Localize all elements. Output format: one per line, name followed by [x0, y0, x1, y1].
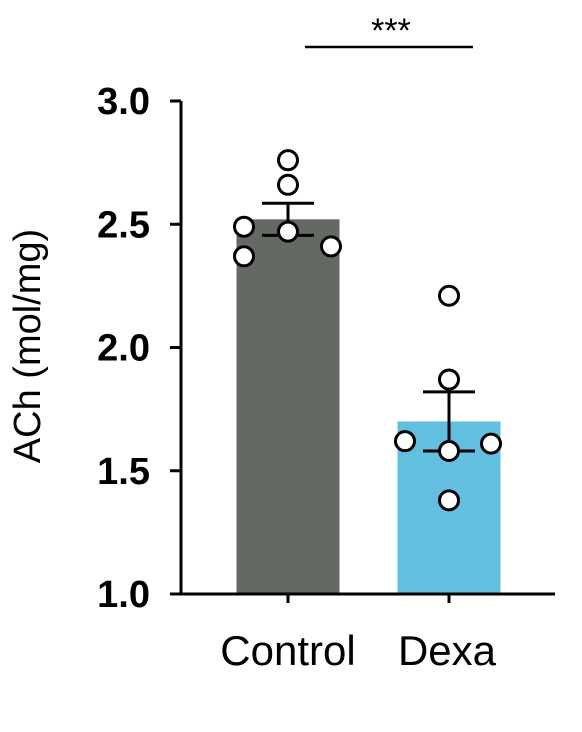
bar-control: [236, 219, 340, 594]
data-point-control: [277, 220, 299, 243]
y-tick-label: 2.5: [97, 204, 150, 246]
data-points-layer: [233, 149, 502, 512]
y-axis-label: ACh (mol/mg): [7, 229, 49, 463]
data-point-dexa: [438, 440, 460, 463]
significance-label: ***: [371, 12, 411, 50]
data-point-dexa: [438, 368, 460, 391]
data-point-dexa: [438, 489, 460, 512]
y-tick-label: 2.0: [97, 328, 150, 370]
y-tick-label: 1.0: [97, 574, 150, 616]
data-point-control: [277, 173, 299, 196]
data-point-dexa: [480, 432, 502, 455]
data-point-control: [320, 235, 342, 258]
data-point-control: [233, 215, 255, 238]
x-ticks-layer: Control Dexa: [220, 594, 497, 674]
data-point-control: [277, 149, 299, 172]
x-tick-label-dexa: Dexa: [398, 627, 497, 674]
data-point-control: [233, 245, 255, 268]
data-point-dexa: [394, 430, 416, 453]
y-tick-label: 3.0: [97, 81, 150, 123]
data-point-dexa: [438, 284, 460, 307]
bars-layer: [236, 219, 501, 594]
y-tick-label: 1.5: [97, 451, 150, 493]
x-tick-label-control: Control: [220, 627, 355, 674]
y-ticks-layer: 1.0 1.5 2.0 2.5 3.0: [97, 81, 181, 616]
significance-layer: ***: [305, 12, 473, 50]
